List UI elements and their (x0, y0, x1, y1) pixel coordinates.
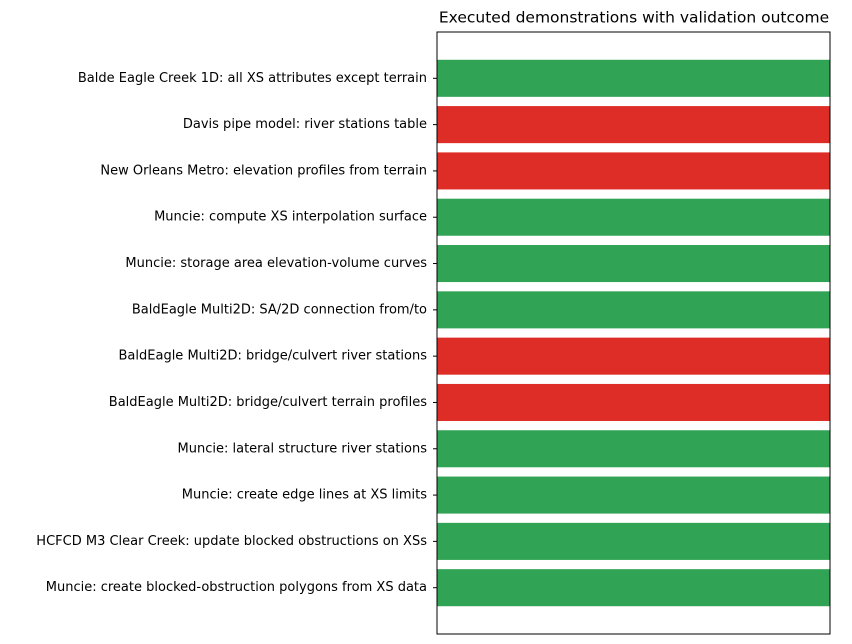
y-tick-label: Muncie: compute XS interpolation surface (154, 210, 427, 225)
y-tick-label: BaldEagle Multi2D: bridge/culvert terrai… (109, 395, 427, 410)
y-tick-label: Davis pipe model: river stations table (183, 117, 427, 132)
bar (437, 522, 830, 560)
bar (437, 476, 830, 514)
bar (437, 383, 830, 421)
bar (437, 106, 830, 144)
bar (437, 430, 830, 468)
bar (437, 198, 830, 236)
bar (437, 152, 830, 190)
bar (437, 245, 830, 283)
chart-title: Executed demonstrations with validation … (439, 9, 829, 27)
bar (437, 291, 830, 329)
y-tick-label: New Orleans Metro: elevation profiles fr… (100, 163, 427, 178)
y-tick-label: BaldEagle Multi2D: bridge/culvert river … (119, 349, 428, 364)
y-tick-label: HCFCD M3 Clear Creek: update blocked obs… (36, 534, 427, 549)
bar (437, 59, 830, 97)
y-tick-label: BaldEagle Multi2D: SA/2D connection from… (132, 302, 427, 317)
y-tick-label: Muncie: lateral structure river stations (178, 441, 428, 456)
y-tick-label: Muncie: storage area elevation-volume cu… (125, 256, 427, 271)
y-tick-label: Balde Eagle Creek 1D: all XS attributes … (78, 71, 427, 86)
y-tick-label: Muncie: create blocked-obstruction polyg… (46, 580, 427, 595)
bar (437, 337, 830, 375)
plot-frame (436, 31, 831, 635)
bar (437, 569, 830, 607)
y-tick-label: Muncie: create edge lines at XS limits (182, 488, 427, 503)
